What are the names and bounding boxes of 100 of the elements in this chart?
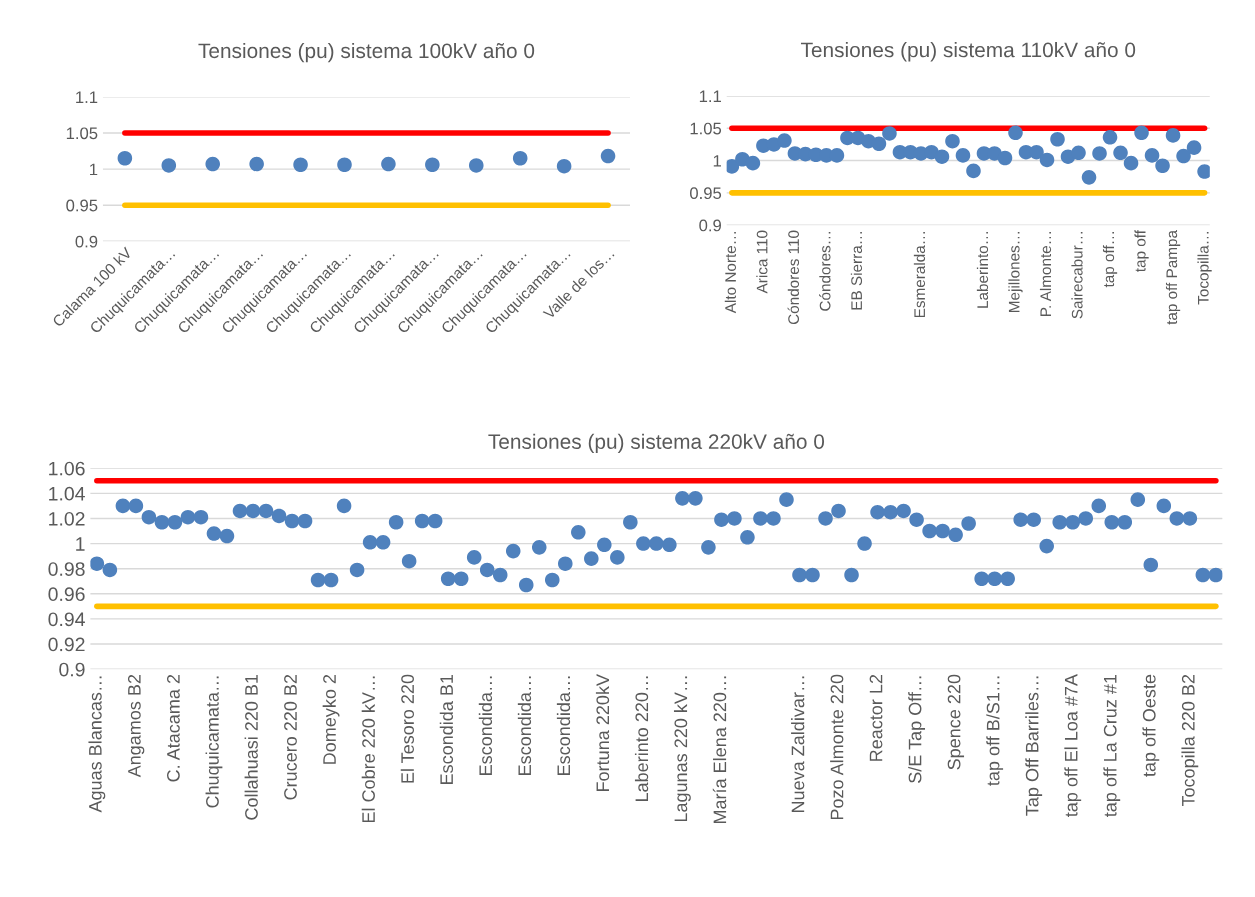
point <box>1123 155 1139 171</box>
point <box>381 156 396 172</box>
y-tick-label: 0.95 <box>690 187 722 200</box>
point <box>161 158 177 173</box>
x-tick-label: tap off Pampa <box>1165 230 1181 325</box>
x-tick-label: Cóndores… <box>819 232 831 311</box>
y-tick-label: 1.1 <box>76 91 98 103</box>
point <box>777 133 792 148</box>
point <box>1008 125 1023 141</box>
chart-title: Tensiones (pu) sistema 110kV año 0 <box>800 41 1136 62</box>
point <box>945 133 960 149</box>
y-tick-label: 0.94 <box>48 612 85 627</box>
x-tick-label: Escondida… <box>478 676 493 775</box>
x-tick-label: Escondida… <box>556 676 571 775</box>
x-tick-label: tap off La Cruz #1 <box>1103 674 1121 817</box>
point <box>1029 144 1044 160</box>
x-tick-label: P. Almonte… <box>1039 232 1052 316</box>
x-tick-label: tap off… <box>1102 232 1118 288</box>
point <box>1113 145 1128 161</box>
x-tick-label: tap off Oeste <box>1142 674 1160 777</box>
x-tick-label: Fortuna 220kV <box>595 674 610 791</box>
y-tick-label: 0.98 <box>48 562 85 576</box>
point <box>934 149 950 164</box>
x-tick-label: Alto Norte… <box>724 232 736 314</box>
y-tick-label: 0.9 <box>75 235 98 248</box>
x-tick-label: El Cobre 220 kV… <box>361 676 375 823</box>
point <box>117 150 133 166</box>
point <box>337 157 352 173</box>
x-tick-label: Tocopilla 220 B2 <box>1181 674 1199 807</box>
y-tick-label: 1.05 <box>690 122 722 135</box>
point <box>205 156 221 172</box>
point <box>745 155 761 171</box>
point <box>512 150 528 166</box>
y-tick-label: 0.9 <box>59 662 85 677</box>
x-tick-label: S/E Tap Off… <box>908 676 926 783</box>
x-tick-label: tap off <box>1134 229 1149 272</box>
point <box>1081 170 1097 185</box>
y-tick-label: 1 <box>90 163 98 176</box>
y-tick-label: 1.05 <box>66 127 98 140</box>
x-tick-label: Collahuasi 220 B1 <box>244 674 258 820</box>
x-tick-label: Nueva Zaldivar… <box>791 676 805 813</box>
y-tick-label: 1.02 <box>49 511 85 526</box>
point <box>1039 152 1055 168</box>
y-tick-label: 0.9 <box>699 219 721 232</box>
x-tick-label: Spence 220 <box>947 674 965 770</box>
point <box>425 157 440 173</box>
point <box>1176 148 1191 164</box>
y-tick-label: 1 <box>713 155 721 167</box>
y-tick-label: 1 <box>76 537 85 551</box>
point <box>871 136 887 152</box>
point <box>468 158 484 173</box>
y-tick-label: 1.04 <box>49 486 85 501</box>
y-tick-label: 1.1 <box>699 90 721 103</box>
x-tick-label: Pozo Almonte 220 <box>830 674 844 820</box>
x-tick-label: Chuquicamata… <box>205 676 223 808</box>
x-tick-label: Lagunas 220 kV… <box>673 676 691 822</box>
x-tick-label: Cóndores 110 <box>787 230 800 325</box>
point <box>1134 125 1149 141</box>
point <box>997 150 1013 166</box>
x-tick-label: Crucero 220 B2 <box>284 674 297 800</box>
y-tick-label: 0.92 <box>48 637 85 652</box>
x-tick-label: Tap Off Barriles… <box>1025 676 1043 816</box>
point <box>1197 164 1210 179</box>
x-tick-label: Domeyko 2 <box>322 674 340 764</box>
point <box>1071 145 1086 161</box>
x-tick-label: Laberinto… <box>976 232 989 308</box>
y-tick-label: 0.95 <box>66 199 98 212</box>
y-tick-label: 0.96 <box>48 587 85 602</box>
point <box>1144 148 1160 163</box>
point <box>882 126 897 141</box>
x-tick-label: EB Sierra… <box>850 232 863 310</box>
x-tick-label: Arica 110 <box>756 230 768 294</box>
point <box>966 163 981 179</box>
point <box>249 156 264 172</box>
x-tick-label: Esmeralda… <box>913 232 926 318</box>
x-tick-label: Escondida… <box>517 676 532 775</box>
y-tick-label: 1.06 <box>49 461 85 476</box>
point <box>1092 146 1107 161</box>
point <box>829 148 845 163</box>
x-tick-label: El Tesoro 220 <box>400 674 414 783</box>
chart-title: Tensiones (pu) sistema 100kV año 0 <box>198 42 535 63</box>
point <box>1050 131 1065 147</box>
x-tick-label: Escondida B1 <box>439 674 454 784</box>
point <box>600 148 616 164</box>
point <box>293 157 308 173</box>
point <box>1165 128 1181 143</box>
x-tick-label: tap off B/S1… <box>986 676 1004 786</box>
point <box>1102 130 1118 145</box>
point <box>726 159 740 174</box>
x-tick-label: C. Atacama 2 <box>167 674 180 782</box>
x-tick-label: tap off El Loa #7A <box>1064 674 1082 817</box>
x-tick-label: Reactor L2 <box>869 674 883 761</box>
point <box>1186 140 1202 155</box>
x-tick-label: Sairecabur… <box>1071 232 1083 319</box>
point <box>955 148 971 163</box>
x-tick-label: María Elena 220… <box>712 676 727 824</box>
x-tick-label: Mejillones… <box>1008 232 1023 312</box>
x-tick-label: Aguas Blancas… <box>88 676 106 813</box>
point <box>1155 158 1170 174</box>
x-tick-label: Laberinto 220… <box>634 676 649 802</box>
